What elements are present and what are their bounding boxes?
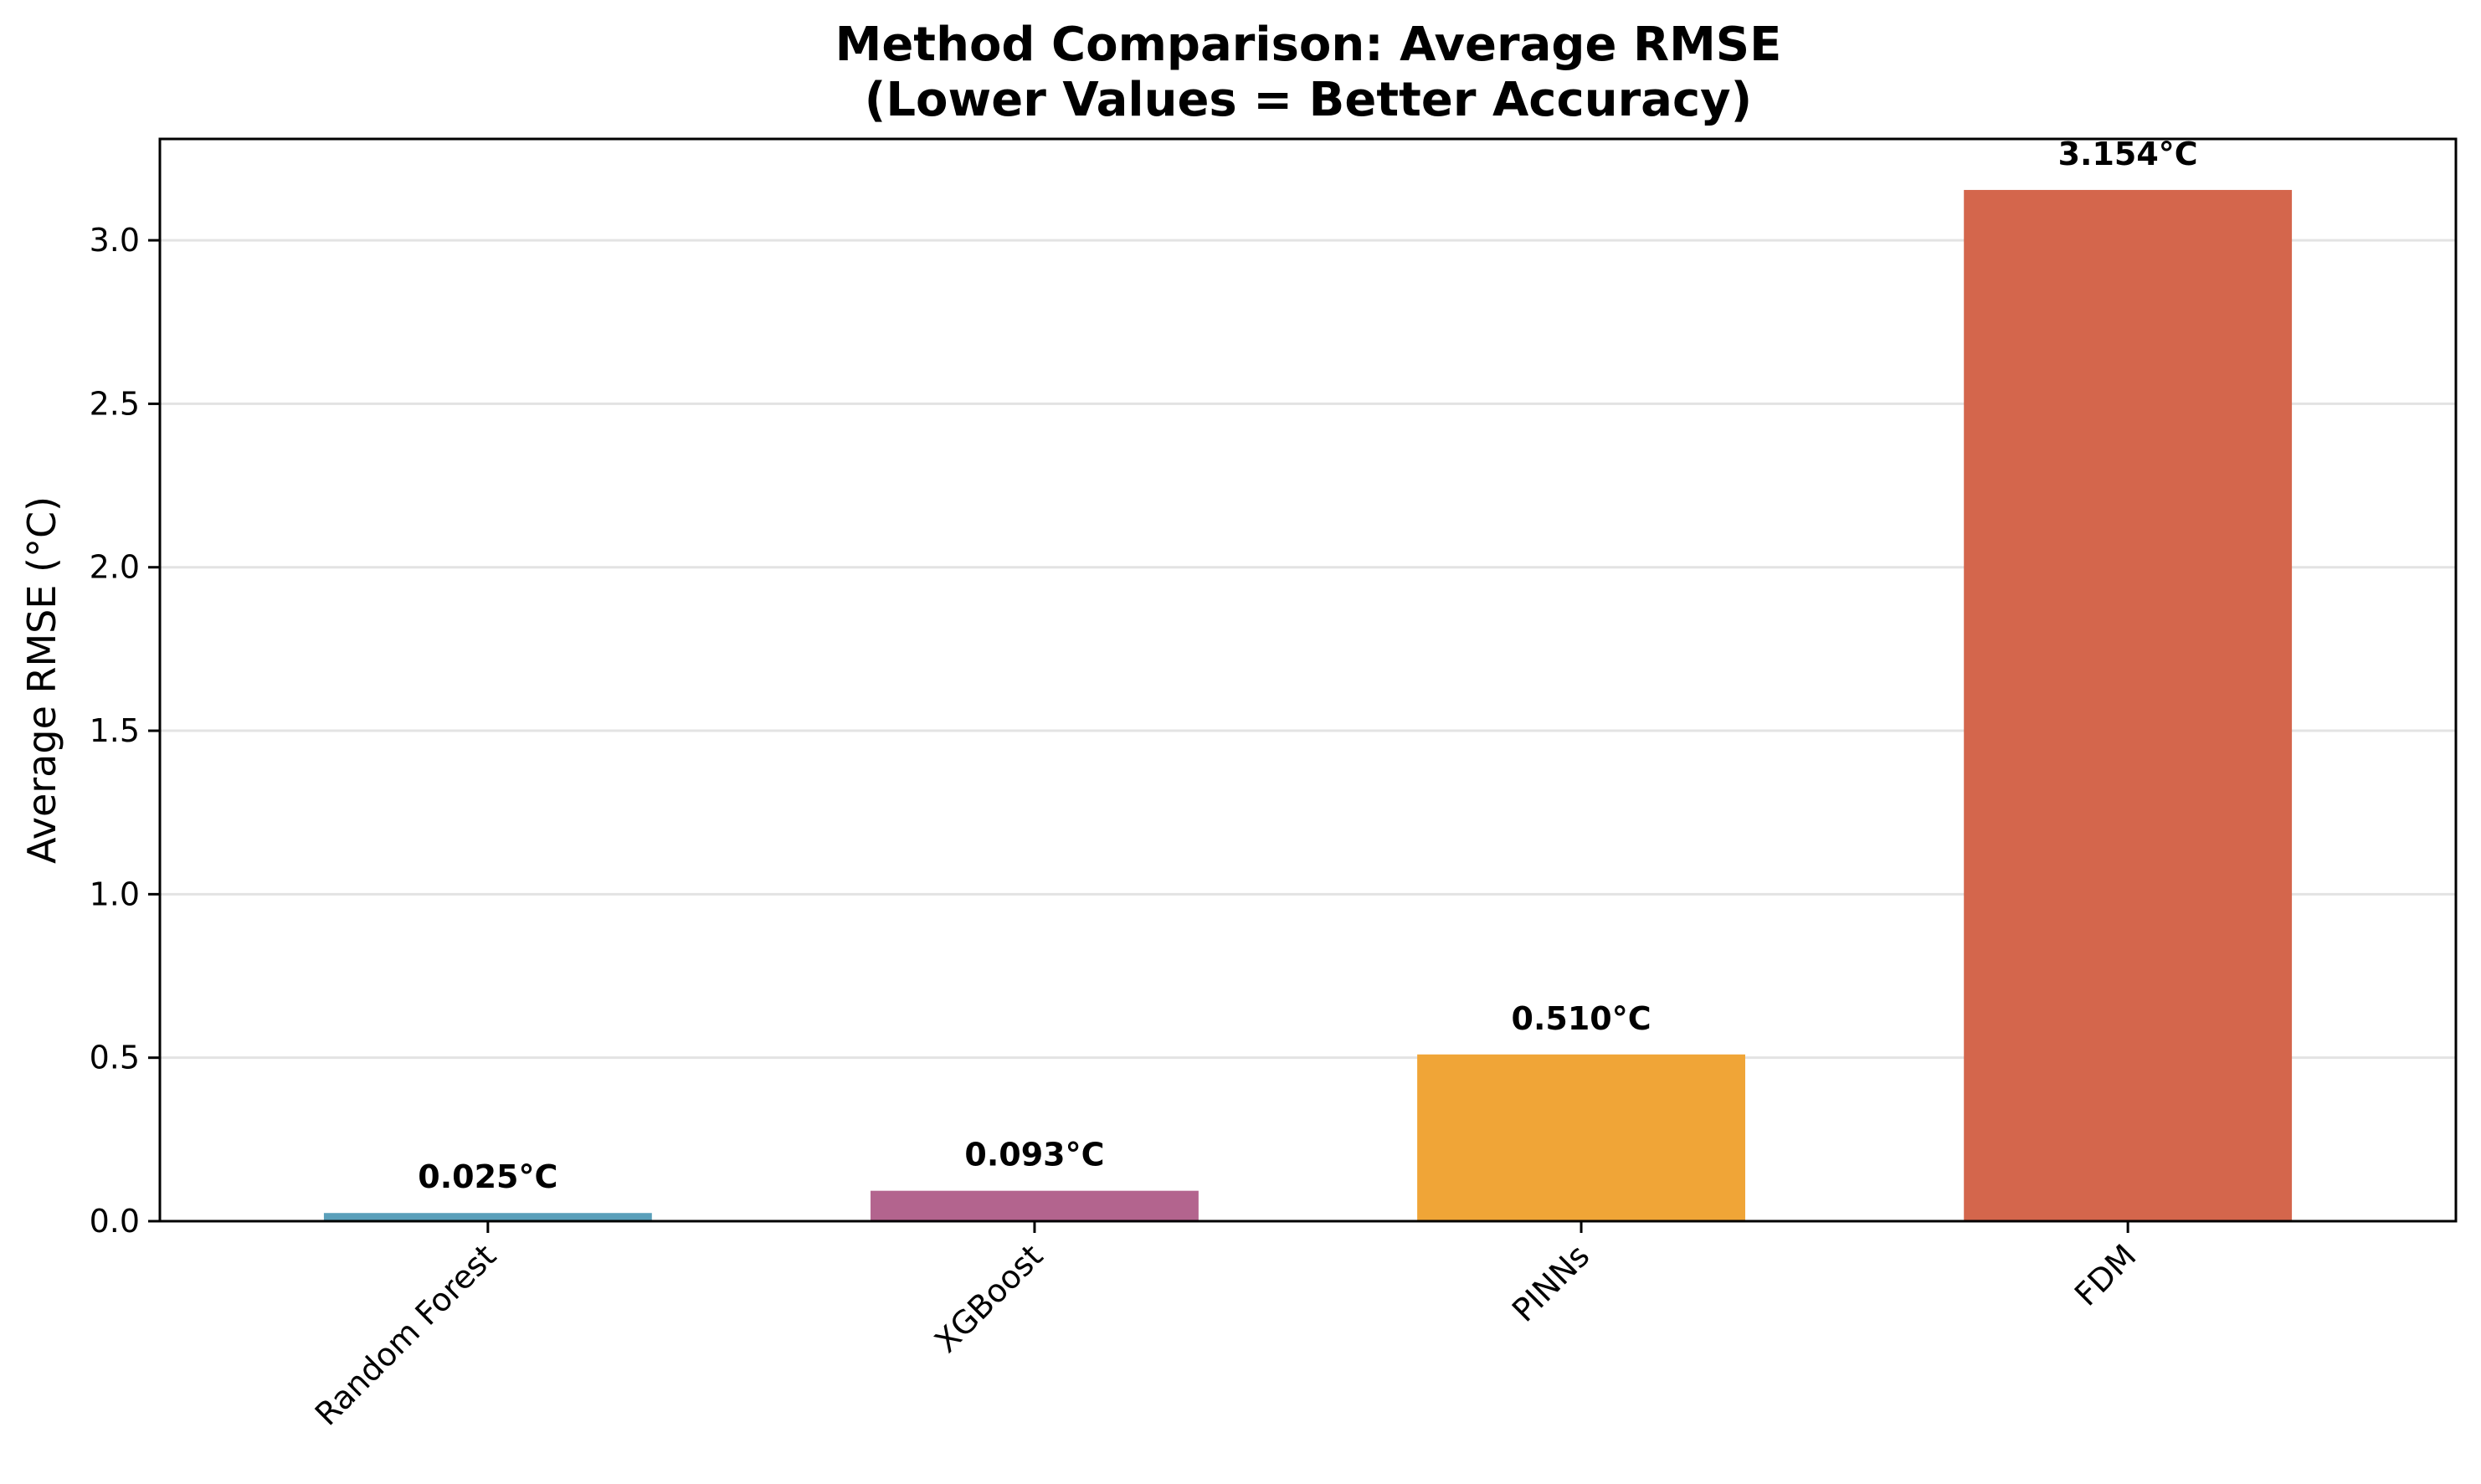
bar bbox=[1964, 189, 2293, 1222]
gridlines bbox=[160, 239, 2456, 1223]
data-labels: 0.025°C 0.093°C 0.510°C 3.154°C bbox=[418, 136, 2197, 1195]
x-tick-label: XGBoost bbox=[927, 1237, 1050, 1359]
bar bbox=[323, 1213, 652, 1221]
y-tick-label: 1.5 bbox=[90, 712, 140, 749]
y-tick-label: 2.5 bbox=[90, 385, 140, 422]
chart-title: Method Comparison: Average RMSE bbox=[835, 18, 1782, 72]
bar-value-label: 0.510°C bbox=[1512, 1000, 1651, 1037]
bar-value-label: 3.154°C bbox=[2058, 136, 2198, 172]
bar bbox=[871, 1190, 1199, 1221]
bar-value-label: 0.025°C bbox=[418, 1158, 557, 1195]
y-axis-label: Average RMSE (°C) bbox=[19, 496, 64, 864]
y-tick-label: 2.0 bbox=[90, 549, 140, 586]
x-axis-ticks: Random Forest XGBoost PINNs FDM bbox=[308, 1221, 2144, 1433]
y-tick-label: 1.0 bbox=[90, 876, 140, 912]
chart-subtitle: (Lower Values = Better Accuracy) bbox=[865, 73, 1753, 127]
x-tick-label: Random Forest bbox=[308, 1237, 503, 1432]
bar bbox=[1417, 1054, 1745, 1221]
bar-value-label: 0.093°C bbox=[964, 1137, 1104, 1173]
x-tick-label: FDM bbox=[2068, 1237, 2143, 1312]
y-axis-ticks: 0.0 0.5 1.0 1.5 2.0 2.5 3.0 bbox=[90, 222, 160, 1240]
y-tick-label: 3.0 bbox=[90, 222, 140, 259]
x-tick-label: PINNs bbox=[1505, 1237, 1596, 1328]
plot-area-frame bbox=[158, 137, 2458, 1223]
y-tick-label: 0.0 bbox=[90, 1203, 140, 1240]
bars bbox=[323, 189, 2293, 1222]
y-tick-label: 0.5 bbox=[90, 1040, 140, 1076]
